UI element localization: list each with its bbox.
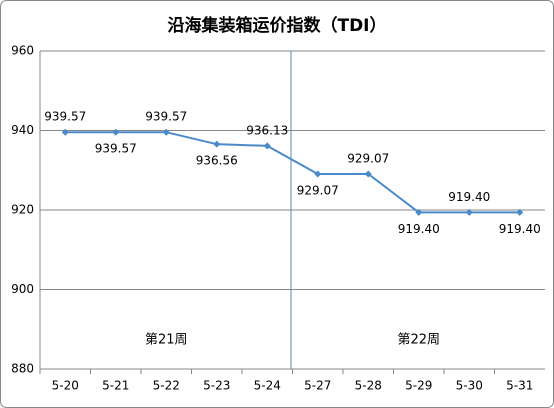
x-tick-label: 5-21 bbox=[102, 379, 129, 393]
x-tick-label: 5-24 bbox=[254, 379, 281, 393]
y-tick-label: 900 bbox=[11, 282, 34, 296]
data-label: 919.40 bbox=[448, 190, 490, 204]
x-tick-label: 5-30 bbox=[456, 379, 483, 393]
data-label: 929.07 bbox=[297, 183, 339, 197]
data-point bbox=[465, 208, 473, 216]
data-label: 919.40 bbox=[398, 222, 440, 236]
data-point bbox=[112, 128, 120, 136]
annotation: 第22周 bbox=[397, 333, 440, 348]
y-tick-label: 940 bbox=[11, 123, 34, 137]
x-tick-label: 5-20 bbox=[52, 379, 79, 393]
data-point bbox=[61, 128, 69, 136]
annotation: 第21周 bbox=[145, 333, 188, 348]
x-tick-label: 5-31 bbox=[506, 379, 533, 393]
chart-title: 沿海集装箱运价指数（TDI） bbox=[167, 15, 386, 36]
data-label: 936.13 bbox=[246, 123, 288, 137]
data-label: 929.07 bbox=[347, 151, 389, 165]
data-point bbox=[263, 142, 271, 150]
y-tick-label: 880 bbox=[11, 362, 34, 376]
data-label: 936.56 bbox=[196, 154, 238, 168]
data-label: 939.57 bbox=[44, 110, 86, 124]
x-tick-label: 5-27 bbox=[304, 379, 331, 393]
data-point bbox=[516, 208, 524, 216]
data-point bbox=[415, 208, 423, 216]
data-label: 939.57 bbox=[145, 110, 187, 124]
data-point bbox=[364, 170, 372, 178]
y-tick-label: 960 bbox=[11, 44, 34, 58]
data-label: 919.40 bbox=[499, 222, 541, 236]
data-point bbox=[314, 170, 322, 178]
data-point bbox=[162, 128, 170, 136]
y-tick-label: 920 bbox=[11, 203, 34, 217]
data-label: 939.57 bbox=[95, 142, 137, 156]
data-point bbox=[213, 140, 221, 148]
x-tick-label: 5-22 bbox=[153, 379, 180, 393]
line-series bbox=[65, 131, 520, 214]
x-tick-label: 5-23 bbox=[203, 379, 230, 393]
x-tick-label: 5-29 bbox=[405, 379, 432, 393]
x-tick-label: 5-28 bbox=[355, 379, 382, 393]
